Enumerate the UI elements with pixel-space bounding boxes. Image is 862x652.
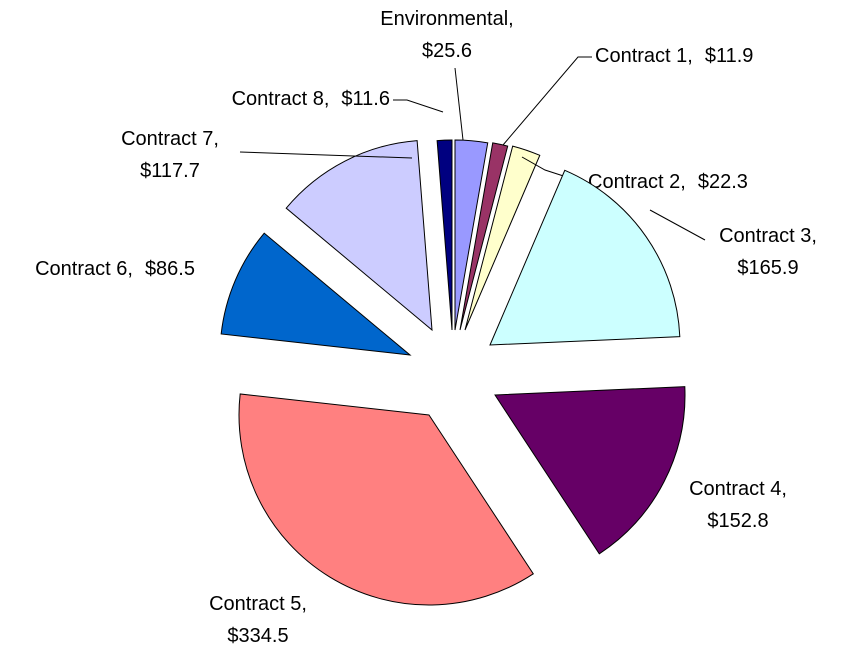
slice-label: Contract 2, $22.3 [588, 171, 748, 193]
value-label: $86.5 [145, 258, 195, 280]
value-label: $11.9 [705, 45, 754, 67]
category-label: Contract 2, [588, 171, 686, 193]
category-label: Contract 1, [595, 45, 693, 67]
category-label: Contract 3, [719, 225, 817, 247]
leader-line [393, 99, 444, 113]
value-label: $22.3 [698, 171, 748, 193]
slice-label: Contract 5, $334.5 [209, 593, 307, 647]
value-label: $25.6 [422, 40, 472, 62]
pie-slice [220, 232, 412, 356]
category-label: Contract 7, [121, 128, 219, 150]
category-label: Environmental, [380, 8, 513, 30]
leader-line [239, 151, 413, 159]
leader-line [454, 67, 464, 141]
pie-slice [464, 145, 541, 331]
category-label: Contract 8, [232, 88, 330, 110]
category-label: Contract 6, [35, 258, 133, 280]
slice-label: Environmental, $25.6 [380, 8, 513, 62]
value-label: $152.8 [707, 510, 768, 532]
pie-slice [459, 142, 509, 331]
pie-slice [285, 140, 433, 332]
leader-line [502, 56, 592, 146]
category-label: Contract 4, [689, 478, 787, 500]
slice-label: Contract 1, $11.9 [595, 45, 753, 67]
leader-line [649, 209, 706, 241]
category-label: Contract 5, [209, 593, 307, 615]
slice-label: Contract 7, $117.7 [121, 128, 219, 182]
value-label: $117.7 [140, 160, 200, 182]
pie-slice [494, 386, 686, 555]
slice-label: Contract 6, $86.5 [35, 258, 195, 280]
value-label: $11.6 [341, 88, 390, 110]
pie-slice [436, 139, 453, 331]
value-label: $334.5 [227, 625, 288, 647]
slice-label: Contract 4, $152.8 [689, 478, 787, 532]
pie-slice [454, 139, 489, 331]
pie-slice [489, 169, 681, 346]
pie-slice [238, 393, 534, 606]
value-label: $165.9 [737, 257, 798, 279]
slice-label: Contract 8, $11.6 [232, 88, 390, 110]
slice-label: Contract 3, $165.9 [719, 225, 817, 279]
